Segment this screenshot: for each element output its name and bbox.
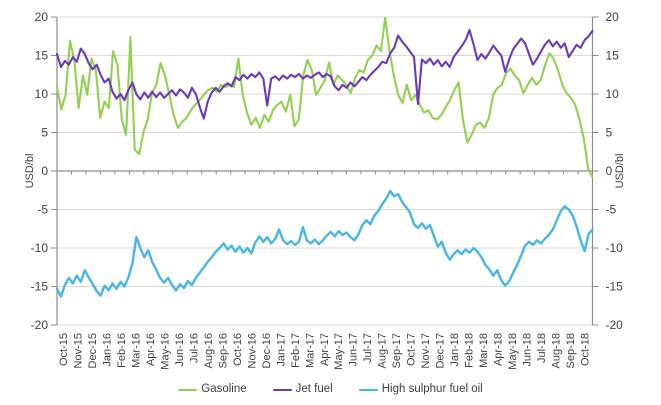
x-tick-label: Jul-18: [536, 333, 548, 363]
y-tick-label-right: 10: [606, 87, 620, 101]
y-tick-label-right: -10: [606, 241, 624, 255]
y-tick-label-right: -15: [606, 280, 624, 294]
y-tick-label-left: -20: [31, 318, 49, 332]
x-tick-label: Feb-18: [463, 333, 475, 368]
x-tick-label: Feb-16: [116, 333, 128, 368]
x-tick-label: Oct-18: [579, 333, 591, 366]
x-tick-label: Jun-16: [174, 333, 186, 367]
x-tick-label: Oct-15: [58, 333, 70, 366]
legend-label-gasoline: Gasoline: [201, 383, 247, 396]
x-tick-label: Aug-16: [203, 333, 215, 368]
x-tick-label: Dec-16: [261, 333, 273, 368]
x-tick-label: Dec-15: [87, 333, 99, 368]
y-axis-title-right: USD/bl: [614, 153, 626, 189]
y-tick-label-right: 5: [606, 126, 613, 140]
x-tick-label: Oct-17: [406, 333, 418, 366]
x-tick-label: May-17: [333, 333, 345, 370]
x-tick-label: Oct-16: [232, 333, 244, 366]
x-tick-label: Jan-16: [102, 333, 114, 367]
x-tick-label: Nov-17: [420, 333, 432, 368]
x-tick-label: Jun-18: [521, 333, 533, 367]
legend-item-jet-fuel: Jet fuel: [272, 383, 333, 396]
legend-label-hsfo: High sulphur fuel oil: [381, 383, 483, 396]
x-tick-label: Nov-15: [73, 333, 85, 368]
x-tick-label: May-18: [507, 333, 519, 370]
y-tick-label-left: -10: [31, 241, 49, 255]
x-tick-label: Sep-16: [217, 333, 229, 368]
x-tick-label: Apr-18: [492, 333, 504, 366]
y-tick-label-left: 15: [35, 49, 49, 63]
y-tick-label-left: -5: [37, 203, 48, 217]
x-tick-label: Jul-17: [362, 333, 374, 363]
x-tick-label: Feb-17: [290, 333, 302, 368]
x-tick-label: Mar-16: [131, 333, 143, 368]
series-line-high-sulphur-fuel-oil: [55, 189, 594, 298]
chart-legend: Gasoline Jet fuel High sulphur fuel oil: [0, 381, 661, 399]
legend-item-gasoline: Gasoline: [178, 383, 247, 396]
jet-fuel-line-swatch-icon: [272, 388, 292, 392]
x-tick-label: Mar-18: [478, 333, 490, 368]
y-tick-label-right: 0: [606, 164, 613, 178]
y-tick-label-right: 15: [606, 49, 620, 63]
x-tick-label: Dec-17: [435, 333, 447, 368]
y-axis-title-left: USD/bl: [24, 153, 36, 189]
x-tick-label: Sep-17: [391, 333, 403, 368]
x-tick-label: Jan-18: [449, 333, 461, 367]
series-line-jet-fuel: [55, 29, 594, 120]
y-tick-label-left: 0: [41, 164, 48, 178]
x-tick-label: Jul-16: [188, 333, 200, 363]
x-tick-label: Jan-17: [275, 333, 287, 367]
chart-plot-area: 20 20 15 15 10 10 5 5 0 0 -5 -5 -10 -10 -15 -15 -20 -20 Oc…: [31, 10, 624, 370]
x-tick-label: Mar-17: [304, 333, 316, 368]
x-tick-label: May-16: [160, 333, 172, 370]
legend-label-jet-fuel: Jet fuel: [295, 383, 333, 396]
legend-item-hsfo: High sulphur fuel oil: [358, 383, 483, 396]
x-tick-label: Apr-16: [145, 333, 157, 366]
x-tick-label: Sep-18: [565, 333, 577, 368]
gasoline-line-swatch-icon: [178, 388, 198, 392]
hsfo-line-swatch-icon: [358, 388, 378, 392]
x-tick-label: Aug-17: [377, 333, 389, 368]
y-tick-label-left: 5: [41, 126, 48, 140]
x-tick-label: Aug-18: [550, 333, 562, 368]
y-tick-label-left: 20: [35, 10, 49, 24]
x-tick-label: Nov-16: [246, 333, 258, 368]
y-tick-label-right: -20: [606, 318, 624, 332]
y-tick-label-right: -5: [606, 203, 617, 217]
y-tick-label-left: -15: [31, 280, 49, 294]
y-tick-label-left: 10: [35, 87, 49, 101]
series-line-gasoline: [55, 16, 594, 179]
y-tick-label-right: 20: [606, 10, 620, 24]
x-tick-label: Apr-17: [319, 333, 331, 366]
x-tick-label: Jun-17: [348, 333, 360, 367]
